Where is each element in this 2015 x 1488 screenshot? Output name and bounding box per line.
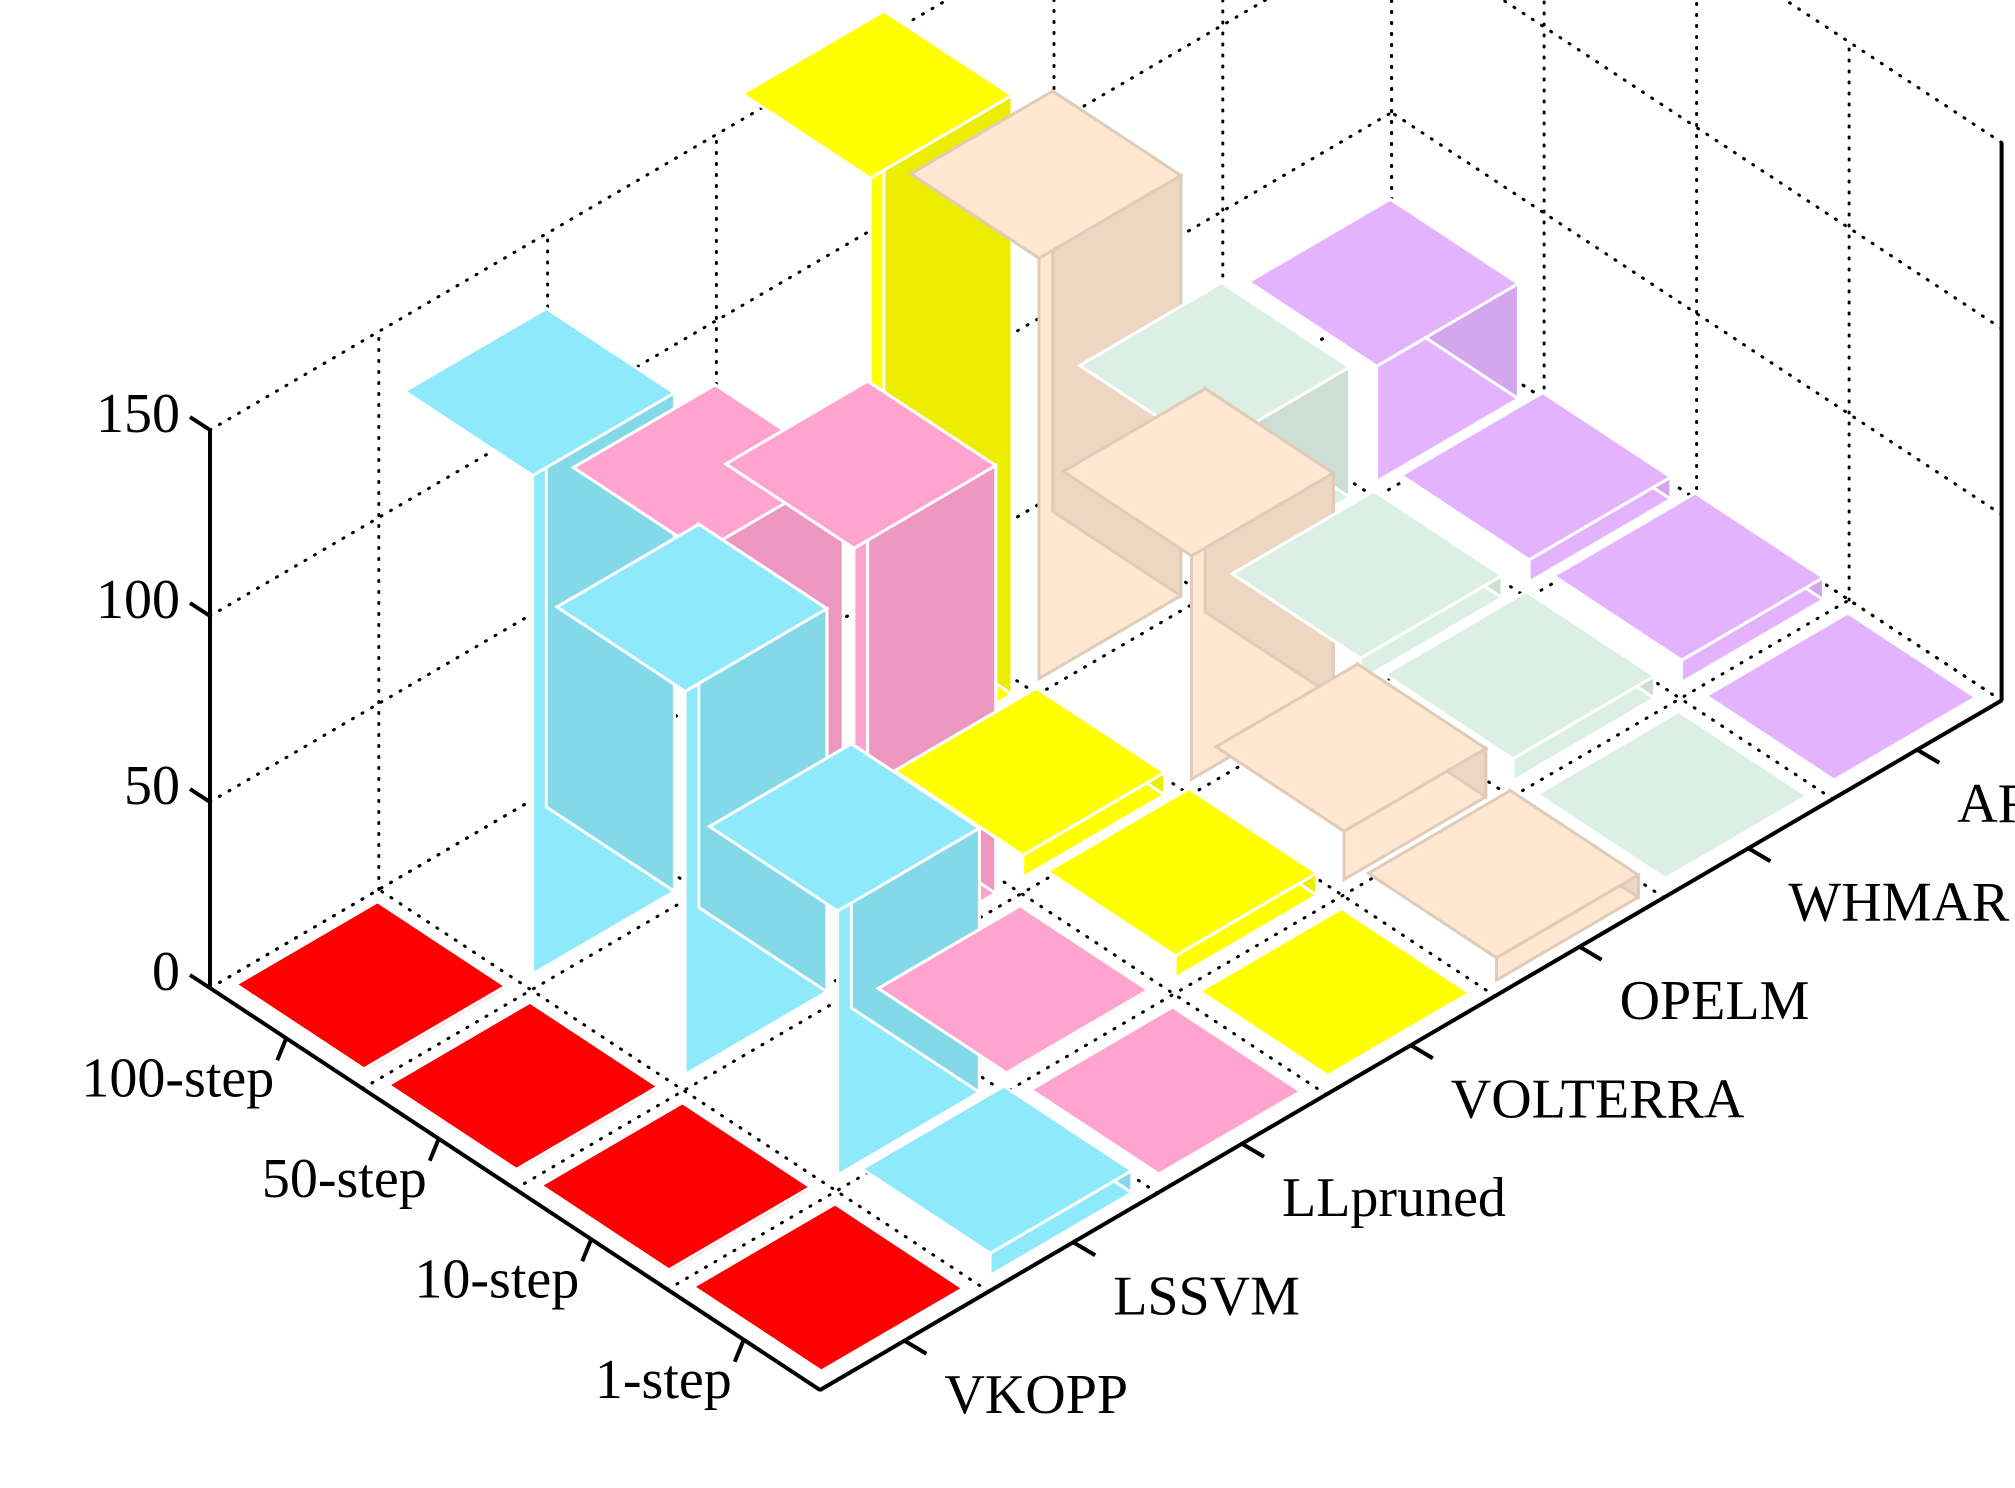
horizon-tick-label: 100-step bbox=[81, 1047, 274, 1109]
bar-top-face bbox=[1550, 491, 1827, 663]
bar-top-face bbox=[1245, 197, 1522, 369]
bar-top-face bbox=[908, 89, 1184, 260]
z-tick-label: 50 bbox=[124, 755, 180, 817]
z-tick-label: 150 bbox=[96, 383, 180, 445]
bar-ar-10-step bbox=[1550, 490, 1827, 686]
bar-opelm-1-step bbox=[1365, 787, 1642, 983]
bar-top-face bbox=[1398, 390, 1674, 562]
sidewall-gridline bbox=[1500, 0, 2004, 330]
horizon-tick-label: 1-step bbox=[595, 1349, 732, 1411]
bar-top-face bbox=[1027, 1005, 1304, 1176]
bar-ar-100-step bbox=[1245, 196, 1522, 485]
bar-vkopp-1-step bbox=[690, 1201, 966, 1377]
method-tick-label: AR bbox=[1957, 773, 2015, 835]
method-tick-label: WHMAR bbox=[1788, 871, 2010, 933]
horizon-tick bbox=[275, 1037, 289, 1062]
bar-top-face bbox=[1703, 611, 1979, 782]
bar-top-face bbox=[401, 306, 678, 478]
z-tick-label: 0 bbox=[152, 941, 180, 1003]
bar-volterra-1-step bbox=[1196, 905, 1473, 1082]
sidewall-gridline bbox=[1782, 0, 2004, 144]
bar-top-face bbox=[859, 1084, 1135, 1256]
bars bbox=[232, 8, 1979, 1377]
bar-vkopp-50-step bbox=[385, 999, 661, 1176]
horizon-tick bbox=[732, 1338, 746, 1363]
bar-whmar-50-step bbox=[1229, 488, 1505, 684]
bar-top-face bbox=[1534, 709, 1810, 881]
floor-gridline bbox=[714, 691, 1328, 1096]
z-tick bbox=[188, 601, 212, 618]
method-tick-label: OPELM bbox=[1620, 970, 1810, 1032]
bar-top-face bbox=[232, 899, 509, 1071]
bar-opelm-10-step bbox=[1213, 661, 1489, 883]
method-tick bbox=[1578, 945, 1603, 962]
method-tick bbox=[1747, 846, 1772, 863]
bar-volterra-10-step bbox=[1044, 785, 1320, 981]
method-tick bbox=[903, 1339, 928, 1356]
horizon-tick-label: 10-step bbox=[414, 1248, 579, 1310]
bar-ar-1-step bbox=[1703, 610, 1979, 786]
bar-top-face bbox=[537, 1100, 814, 1272]
bar-top-face bbox=[554, 522, 830, 694]
horizon-tick-label: 50-step bbox=[262, 1148, 427, 1210]
bar-top-face bbox=[1196, 906, 1473, 1078]
bar-llpruned-10-step bbox=[875, 902, 1152, 1080]
bar-whmar-1-step bbox=[1534, 708, 1810, 885]
bar-top-face bbox=[1044, 786, 1320, 958]
sidewall-gridline bbox=[1390, 111, 2004, 516]
floor-gridline bbox=[377, 888, 991, 1293]
z-tick bbox=[188, 415, 212, 432]
bar-top-face bbox=[1060, 386, 1337, 558]
floor-gridline bbox=[666, 598, 1851, 1291]
bar-top-face bbox=[722, 379, 999, 551]
method-tick bbox=[1240, 1142, 1266, 1159]
method-tick-label: LLpruned bbox=[1282, 1167, 1506, 1229]
backwall-gridline bbox=[208, 0, 1269, 618]
bar-lssvm-1-step bbox=[859, 1083, 1135, 1279]
method-tick-label: VOLTERRA bbox=[1451, 1068, 1745, 1130]
z-tick bbox=[188, 787, 212, 804]
bar-whmar-10-step bbox=[1381, 588, 1658, 784]
axes bbox=[188, 142, 2004, 1392]
bar-top-face bbox=[706, 742, 983, 913]
bar-top-face bbox=[385, 1000, 661, 1172]
bar-top-face bbox=[1365, 788, 1642, 960]
bar-top-face bbox=[739, 9, 1015, 180]
method-tick-label: LSSVM bbox=[1113, 1265, 1300, 1327]
bar-ar-50-step bbox=[1398, 389, 1674, 585]
method-tick bbox=[1916, 748, 1941, 765]
method-tick bbox=[1409, 1043, 1434, 1060]
bar-volterra-50-step bbox=[891, 685, 1168, 881]
horizon-tick bbox=[427, 1137, 441, 1162]
bar-llpruned-1-step bbox=[1027, 1004, 1304, 1180]
bar-top-face bbox=[875, 903, 1152, 1075]
bar-top-face bbox=[1381, 589, 1658, 761]
horizon-tick bbox=[580, 1238, 594, 1263]
bar-vkopp-10-step bbox=[537, 1099, 814, 1277]
tick-labels: 0 50 100 150 100-step 50-step 10-step 1-step VKO… bbox=[81, 383, 2015, 1426]
method-tick-label: VKOPP bbox=[944, 1364, 1128, 1426]
horizon-axis-line bbox=[208, 986, 822, 1392]
bar-top-face bbox=[690, 1202, 966, 1373]
method-tick bbox=[1072, 1240, 1097, 1257]
bar-top-face bbox=[1213, 662, 1489, 833]
bar-vkopp-100-step bbox=[232, 898, 509, 1076]
z-tick bbox=[188, 973, 212, 990]
z-tick-label: 100 bbox=[96, 569, 180, 631]
bar-top-face bbox=[1229, 489, 1505, 661]
bar-top-face bbox=[1076, 280, 1353, 452]
